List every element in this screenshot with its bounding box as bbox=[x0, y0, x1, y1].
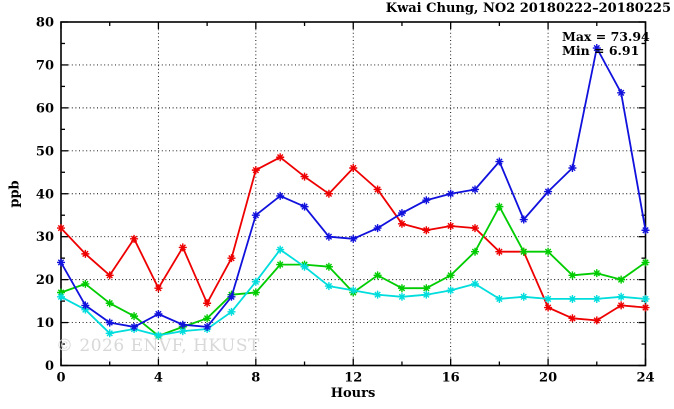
y-tick-label: 10 bbox=[36, 316, 54, 331]
min-annotation: Min = 6.91 bbox=[562, 43, 640, 58]
plot-border bbox=[60, 21, 647, 367]
series-cyan-markers bbox=[57, 245, 650, 340]
y-tick-label: 50 bbox=[36, 144, 54, 159]
y-tick-label: 30 bbox=[36, 230, 54, 245]
y-tick-label: 60 bbox=[36, 101, 54, 116]
chart-title: Kwai Chung, NO2 20180222–20180225 bbox=[385, 1, 671, 16]
y-tick-label: 70 bbox=[36, 58, 54, 73]
series-blue-markers bbox=[57, 44, 650, 331]
y-tick-label: 0 bbox=[45, 359, 54, 374]
x-tick-label: 12 bbox=[344, 371, 362, 386]
watermark: © 2026 ENVF, HKUST bbox=[56, 336, 260, 356]
y-tick-label: 80 bbox=[36, 16, 54, 31]
x-axis-label: Hours bbox=[330, 386, 376, 401]
x-tick-label: 8 bbox=[251, 371, 260, 386]
x-tick-label: 20 bbox=[539, 371, 557, 386]
y-tick-label: 20 bbox=[36, 273, 54, 288]
y-tick-label: 40 bbox=[36, 187, 54, 202]
x-tick-label: 4 bbox=[154, 371, 163, 386]
y-axis-label: ppb bbox=[7, 180, 23, 208]
x-tick-label: 24 bbox=[636, 371, 654, 386]
x-tick-label: 0 bbox=[56, 371, 65, 386]
max-annotation: Max = 73.94 bbox=[562, 29, 650, 44]
x-tick-label: 16 bbox=[442, 371, 460, 386]
